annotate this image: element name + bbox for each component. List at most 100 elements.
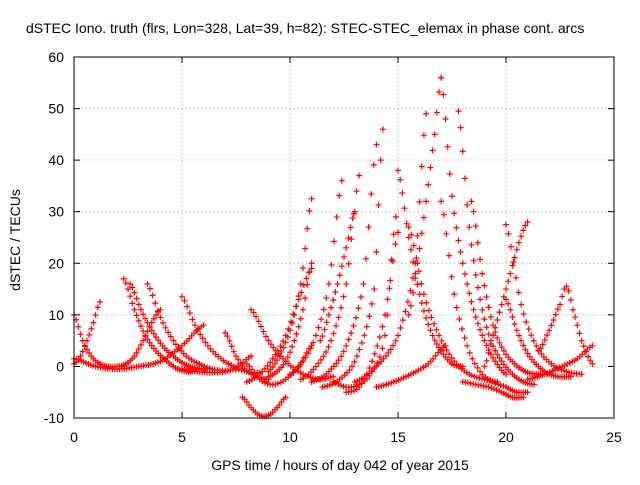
- data-point: [303, 275, 310, 282]
- data-point: [321, 326, 328, 333]
- data-point: [461, 175, 468, 182]
- data-point: [270, 344, 277, 351]
- data-point: [483, 293, 490, 300]
- data-point: [572, 314, 579, 321]
- data-point: [392, 241, 399, 248]
- data-point: [318, 316, 325, 323]
- data-point: [492, 358, 499, 365]
- data-point: [580, 343, 587, 350]
- series-arc-5: [127, 280, 209, 373]
- data-point: [277, 343, 284, 350]
- data-point: [255, 318, 262, 325]
- data-point: [494, 361, 501, 368]
- data-point: [343, 280, 350, 287]
- data-point: [280, 361, 287, 368]
- data-point: [471, 360, 478, 367]
- data-point: [222, 329, 229, 336]
- data-point: [261, 365, 268, 372]
- data-point: [523, 319, 530, 326]
- data-point: [474, 320, 481, 327]
- data-point: [405, 224, 412, 231]
- data-point: [290, 311, 297, 318]
- data-point: [317, 337, 324, 344]
- data-point: [468, 241, 475, 248]
- data-point: [425, 181, 432, 188]
- series-arc-28: [438, 198, 531, 396]
- data-point: [404, 298, 411, 305]
- data-point: [448, 273, 455, 280]
- data-point: [366, 313, 373, 320]
- data-point: [308, 195, 315, 202]
- data-point: [563, 283, 570, 290]
- data-point: [420, 214, 427, 221]
- data-point: [320, 306, 327, 313]
- data-point: [338, 353, 345, 360]
- data-point: [179, 293, 185, 300]
- data-point: [427, 164, 434, 171]
- data-point: [159, 319, 166, 326]
- data-point: [520, 227, 527, 234]
- data-point: [379, 323, 386, 330]
- data-point: [150, 330, 157, 337]
- data-point: [440, 91, 447, 98]
- data-point: [408, 231, 415, 238]
- data-point: [457, 124, 464, 131]
- data-point: [397, 176, 404, 183]
- data-point: [559, 293, 566, 300]
- data-point: [509, 314, 516, 321]
- data-point: [278, 348, 285, 355]
- x-tick-label: 0: [70, 429, 78, 445]
- data-point: [191, 322, 198, 329]
- data-point: [537, 345, 544, 352]
- data-point: [129, 300, 136, 307]
- data-point: [418, 230, 425, 237]
- data-point: [420, 307, 427, 314]
- data-point: [418, 163, 425, 170]
- data-point: [481, 363, 488, 370]
- data-point: [382, 332, 389, 339]
- data-point: [430, 355, 437, 362]
- data-point: [533, 342, 540, 349]
- data-point: [287, 318, 294, 325]
- series-arc-23: [395, 167, 466, 370]
- data-point: [485, 304, 492, 311]
- data-point: [204, 342, 211, 349]
- data-point: [446, 351, 453, 358]
- data-point: [382, 311, 389, 318]
- data-point: [433, 109, 440, 116]
- data-point: [383, 353, 389, 360]
- data-point: [291, 312, 298, 319]
- data-point: [360, 280, 367, 287]
- data-point: [515, 239, 522, 246]
- data-point: [299, 358, 306, 365]
- data-point: [401, 205, 408, 212]
- data-point: [433, 341, 440, 348]
- data-point: [282, 394, 289, 401]
- data-point: [427, 327, 434, 334]
- data-point: [464, 342, 471, 349]
- data-point: [289, 319, 296, 326]
- data-point: [127, 280, 134, 287]
- data-point: [453, 224, 460, 231]
- data-point: [492, 324, 499, 331]
- data-point: [392, 213, 399, 220]
- data-point: [282, 339, 289, 346]
- data-point: [366, 365, 373, 372]
- data-point: [438, 347, 445, 354]
- data-point: [522, 222, 529, 229]
- data-point: [557, 301, 563, 308]
- series-arc-27: [438, 74, 509, 378]
- data-point: [140, 328, 147, 335]
- y-tick-label: 50: [48, 101, 64, 117]
- data-point: [162, 324, 169, 331]
- data-point: [508, 243, 515, 250]
- data-point: [165, 329, 172, 336]
- data-point: [505, 278, 512, 285]
- data-point: [330, 330, 337, 337]
- chart-title: dSTEC Iono. truth (flrs, Lon=328, Lat=39…: [26, 20, 584, 36]
- data-point: [494, 317, 501, 324]
- data-point: [567, 373, 574, 380]
- data-point: [589, 342, 596, 349]
- data-point: [416, 245, 423, 252]
- data-point: [574, 322, 581, 329]
